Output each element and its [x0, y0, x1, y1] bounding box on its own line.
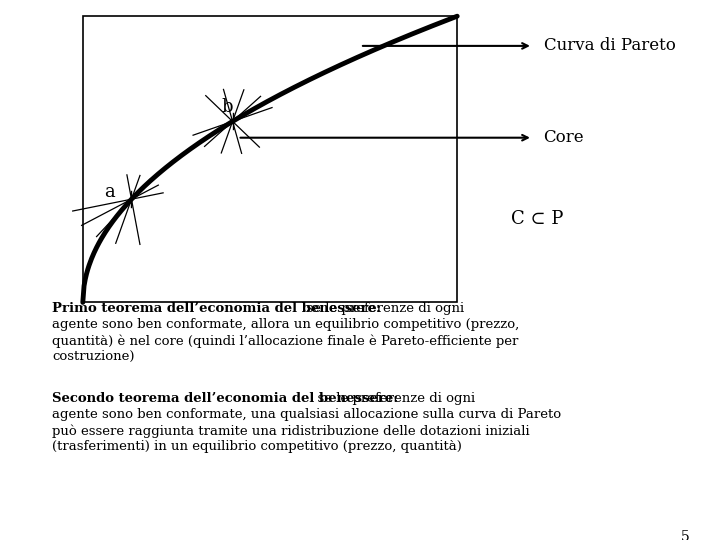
Text: Curva di Pareto: Curva di Pareto [544, 37, 675, 55]
Text: agente sono ben conformate, allora un equilibrio competitivo (prezzo,: agente sono ben conformate, allora un eq… [52, 318, 519, 331]
Text: se le preferenze di ogni: se le preferenze di ogni [310, 392, 475, 405]
Text: 5: 5 [680, 530, 689, 540]
Text: b: b [222, 98, 233, 116]
Text: quantità) è nel core (quindi l’allocazione finale è Pareto-efficiente per: quantità) è nel core (quindi l’allocazio… [52, 334, 518, 348]
Text: C ⊂ P: C ⊂ P [511, 210, 564, 228]
Text: può essere raggiunta tramite una ridistribuzione delle dotazioni iniziali: può essere raggiunta tramite una ridistr… [52, 424, 530, 437]
Text: Secondo teorema dell’economia del benessere:: Secondo teorema dell’economia del beness… [52, 392, 398, 405]
Text: Primo teorema dell’economia del benessere:: Primo teorema dell’economia del benesser… [52, 302, 381, 315]
Text: agente sono ben conformate, una qualsiasi allocazione sulla curva di Pareto: agente sono ben conformate, una qualsias… [52, 408, 561, 421]
Bar [83, 16, 457, 302]
Text: costruzione): costruzione) [52, 350, 135, 363]
Text: a: a [104, 183, 115, 200]
Text: se le preferenze di ogni: se le preferenze di ogni [297, 302, 464, 315]
Text: Core: Core [544, 129, 584, 146]
Text: (trasferimenti) in un equilibrio competitivo (prezzo, quantità): (trasferimenti) in un equilibrio competi… [52, 440, 462, 453]
